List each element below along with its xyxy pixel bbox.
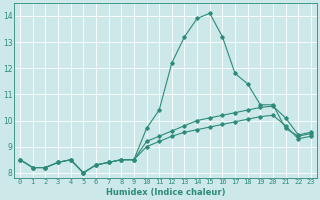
X-axis label: Humidex (Indice chaleur): Humidex (Indice chaleur) xyxy=(106,188,225,197)
